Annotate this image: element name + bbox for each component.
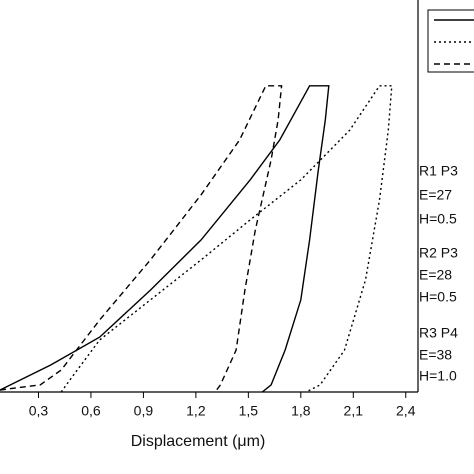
annotation: R2 P3: [419, 245, 458, 261]
x-tick-label: 1,2: [186, 403, 206, 419]
series-line: [0, 85, 330, 393]
x-tick-label: 0,9: [134, 403, 154, 419]
annotation: E=28: [419, 267, 452, 283]
x-tick-label: 2,4: [396, 403, 416, 419]
annotation: H=0.5: [419, 211, 457, 227]
annotation: H=0.5: [419, 289, 457, 305]
legend-box: [427, 9, 474, 73]
x-tick-label: 0,3: [29, 403, 49, 419]
annotation: H=1.0: [419, 368, 457, 384]
x-axis-label: Displacement (μm): [131, 433, 266, 450]
series-line: [0, 85, 283, 393]
x-tick-label: 1,8: [291, 403, 311, 419]
x-tick-label: 1,5: [239, 403, 259, 419]
annotation: R3 P4: [419, 325, 458, 341]
annotation: R1 P3: [419, 163, 458, 179]
x-tick-label: 2,1: [344, 403, 364, 419]
series-line: [60, 85, 393, 393]
annotation: E=38: [419, 347, 452, 363]
x-tick-label: 0,6: [81, 403, 101, 419]
annotation: E=27: [419, 187, 452, 203]
